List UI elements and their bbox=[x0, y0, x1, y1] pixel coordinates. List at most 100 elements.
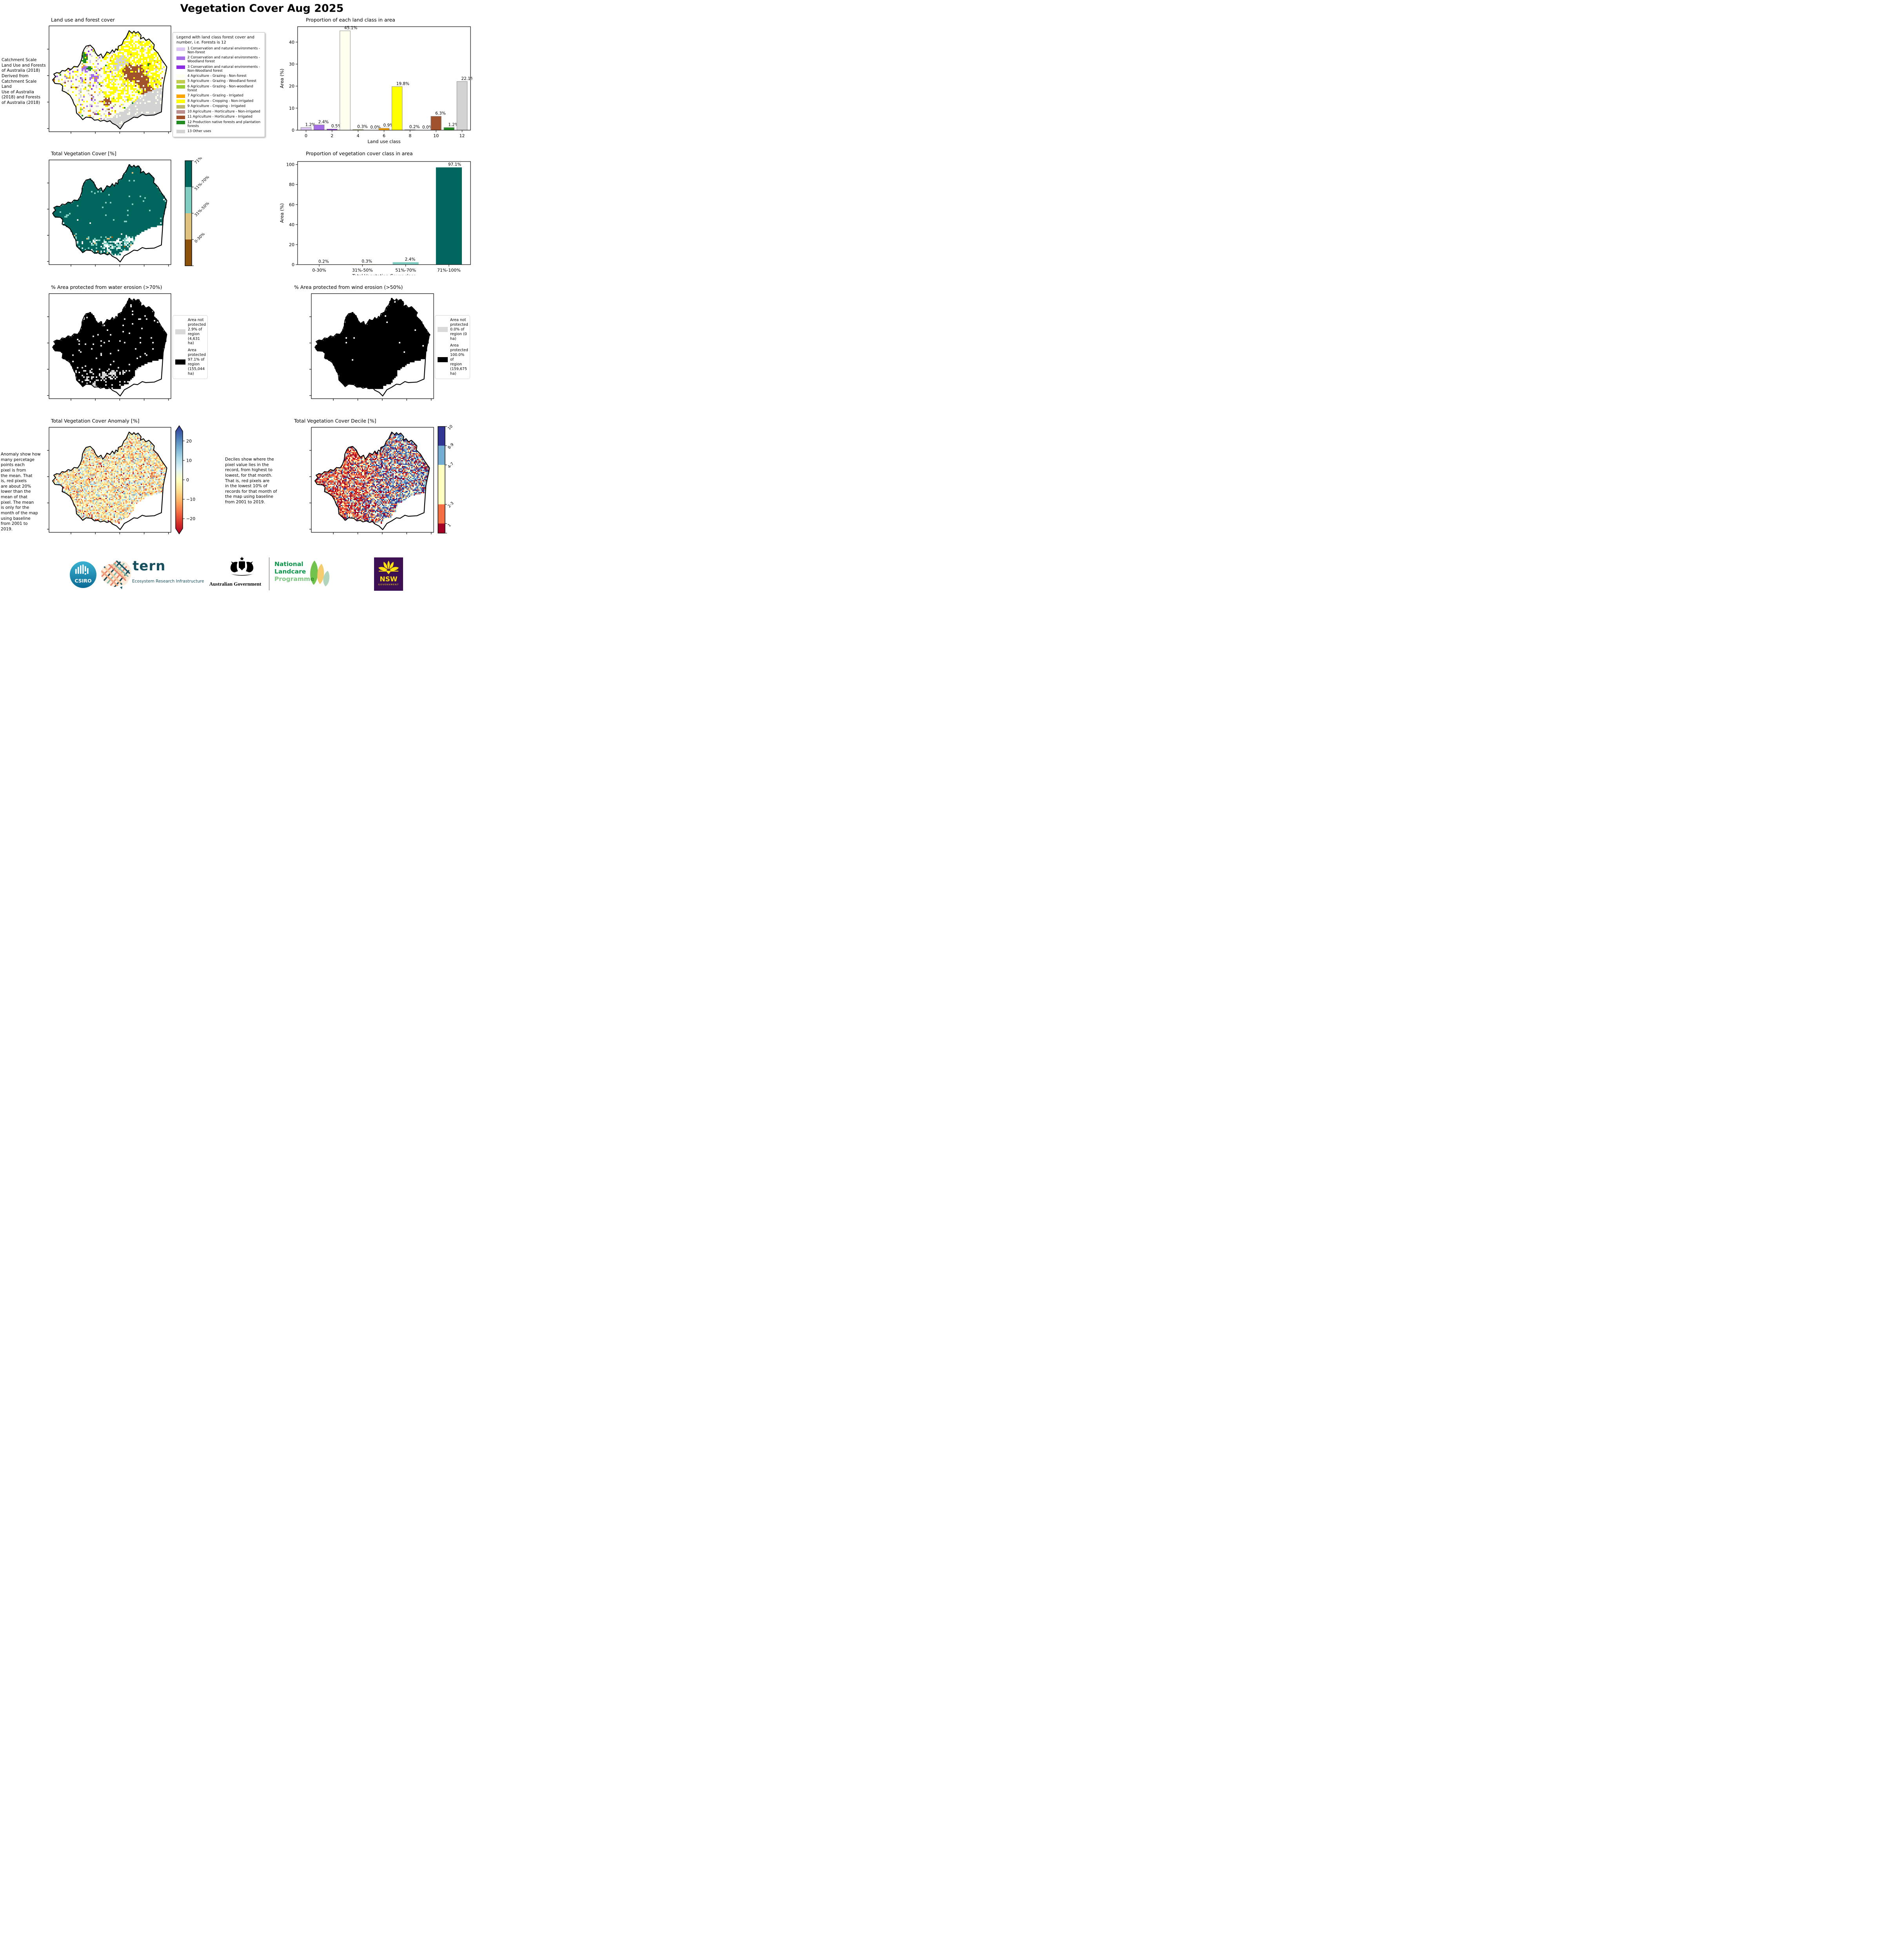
svg-text:20: 20 bbox=[289, 242, 294, 247]
svg-text:4-7: 4-7 bbox=[447, 462, 454, 469]
water-erosion-title: % Area protected from water erosion (>70… bbox=[51, 284, 162, 290]
tern-subtitle: Ecosystem Research Infrastructure bbox=[132, 579, 204, 584]
veg-cover-map bbox=[46, 159, 174, 269]
svg-text:1.2%: 1.2% bbox=[305, 122, 316, 127]
svg-text:0.3%: 0.3% bbox=[362, 259, 372, 264]
protected-swatch bbox=[438, 357, 448, 363]
landcare-wordmark: National Landcare Programme bbox=[274, 561, 314, 583]
svg-text:60: 60 bbox=[289, 202, 294, 207]
class-13-swatch bbox=[176, 130, 185, 134]
anomaly-map-title: Total Vegetation Cover Anomaly [%] bbox=[51, 418, 140, 424]
land-use-map bbox=[46, 25, 174, 136]
legend-item: 11 Agriculture - Horticulture - Irrigate… bbox=[176, 115, 261, 119]
legend-item: 4 Agriculture - Grazing - Non-forest bbox=[176, 74, 261, 78]
svg-text:0-30%: 0-30% bbox=[194, 232, 206, 244]
legend-item: 7 Agriculture - Grazing - Irrigated bbox=[176, 94, 261, 98]
svg-text:1.2%: 1.2% bbox=[448, 122, 459, 127]
svg-text:12: 12 bbox=[459, 133, 465, 138]
australian-government-crest-icon bbox=[230, 557, 254, 576]
not-protected-swatch bbox=[438, 327, 448, 332]
veg-cover-bar-chart: 0 20 40 60 80 100 0-30% 31%-50% 51%-70% 71%-100% 0… bbox=[279, 161, 471, 275]
svg-text:97.1%: 97.1% bbox=[448, 162, 461, 167]
svg-text:40: 40 bbox=[289, 222, 294, 227]
legend-item: 1 Conservation and natural environments … bbox=[176, 47, 261, 54]
csiro-logo: CSIRO bbox=[70, 561, 96, 588]
class-9-swatch bbox=[176, 105, 185, 109]
svg-text:80: 80 bbox=[289, 182, 294, 187]
decile-map bbox=[308, 426, 437, 536]
tasmania-shape bbox=[120, 586, 122, 589]
svg-text:71%-100%: 71%-100% bbox=[437, 268, 461, 273]
svg-text:0.3%: 0.3% bbox=[357, 124, 368, 129]
svg-text:19.8%: 19.8% bbox=[396, 82, 409, 86]
svg-text:0: 0 bbox=[305, 133, 307, 138]
svg-text:10: 10 bbox=[433, 133, 439, 138]
legend-item: 5 Agriculture - Grazing - Woodland fores… bbox=[176, 79, 261, 83]
water-erosion-legend: Area not protected 2.9% of region (4,631… bbox=[173, 315, 208, 379]
legend-item: 8 Agriculture - Cropping - Non-irrigated bbox=[176, 99, 261, 103]
svg-text:0.5%: 0.5% bbox=[331, 124, 342, 129]
svg-text:10: 10 bbox=[289, 106, 294, 111]
svg-text:31%-50%: 31%-50% bbox=[352, 268, 373, 273]
class-1-swatch bbox=[176, 47, 185, 51]
svg-text:30: 30 bbox=[289, 62, 294, 67]
nsw-government-label: GOVERNMENT bbox=[378, 584, 399, 586]
australian-government-wordmark: Australian Government bbox=[209, 581, 262, 587]
class-5-swatch bbox=[176, 80, 185, 83]
svg-text:1: 1 bbox=[447, 523, 452, 528]
wind-erosion-legend: Area not protected 0.0% of region (0 ha)… bbox=[435, 315, 470, 379]
svg-text:0.9%: 0.9% bbox=[383, 123, 394, 128]
svg-text:2-3: 2-3 bbox=[447, 501, 454, 508]
report-page: Vegetation Cover Aug 2025 Land use and f… bbox=[0, 0, 476, 592]
legend-item: 12 Production native forests and plantat… bbox=[176, 120, 261, 128]
svg-text:10: 10 bbox=[447, 424, 454, 431]
anomaly-colorbar: 20 10 0 −10 −20 bbox=[175, 425, 195, 535]
svg-text:22.1%: 22.1% bbox=[461, 76, 472, 81]
csiro-circle bbox=[70, 561, 96, 588]
svg-text:0.0%: 0.0% bbox=[370, 125, 381, 130]
svg-text:Area (%): Area (%) bbox=[279, 69, 285, 88]
legend-item: 2 Conservation and natural environments … bbox=[176, 56, 261, 64]
land-use-legend-title: Legend with land class forest cover and … bbox=[176, 35, 254, 45]
water-erosion-map bbox=[46, 293, 174, 403]
svg-text:8: 8 bbox=[409, 133, 411, 138]
veg-cover-map-title: Total Vegetation Cover [%] bbox=[51, 151, 116, 156]
svg-text:6.3%: 6.3% bbox=[435, 111, 446, 116]
class-3-swatch bbox=[176, 65, 185, 69]
wind-erosion-title: % Area protected from wind erosion (>50%… bbox=[294, 284, 403, 290]
svg-text:0-30%: 0-30% bbox=[312, 268, 326, 273]
class-11-swatch bbox=[176, 115, 185, 119]
class-8-swatch bbox=[176, 100, 185, 103]
nsw-government-logo: NSW GOVERNMENT bbox=[374, 557, 403, 591]
svg-text:0.2%: 0.2% bbox=[318, 259, 329, 264]
wind-erosion-map bbox=[308, 293, 437, 403]
not-protected-swatch bbox=[175, 329, 185, 335]
landcare-leaves-icon bbox=[310, 561, 330, 586]
svg-text:20: 20 bbox=[186, 439, 192, 444]
svg-text:8-9: 8-9 bbox=[447, 443, 454, 450]
protected-swatch bbox=[175, 359, 185, 365]
svg-text:Area (%): Area (%) bbox=[279, 203, 285, 223]
nsw-wordmark: NSW bbox=[380, 575, 398, 583]
legend-item: 10 Agriculture - Horticulture - Non-irri… bbox=[176, 110, 261, 114]
svg-text:31%-50%: 31%-50% bbox=[194, 201, 210, 218]
svg-text:51%-70%: 51%-70% bbox=[194, 175, 210, 191]
svg-text:51%-70%: 51%-70% bbox=[395, 268, 416, 273]
svg-text:40: 40 bbox=[289, 40, 294, 45]
svg-text:2: 2 bbox=[331, 133, 333, 138]
veg-cover-colorbar: 71%-100% 51%-70% 31%-50% 0-30% bbox=[185, 158, 212, 266]
svg-text:2.4%: 2.4% bbox=[405, 257, 416, 262]
class-2-swatch bbox=[176, 56, 185, 60]
decile-side-note: Deciles show where the pixel value lies … bbox=[225, 457, 277, 505]
land-use-map-title: Land use and forest cover bbox=[51, 17, 115, 23]
svg-text:20: 20 bbox=[289, 84, 294, 89]
svg-text:0.2%: 0.2% bbox=[409, 125, 420, 129]
svg-text:4: 4 bbox=[357, 133, 360, 138]
legend-item: 9 Agriculture - Cropping - Irrigated bbox=[176, 104, 261, 109]
svg-text:10: 10 bbox=[186, 458, 192, 463]
class-10-swatch bbox=[176, 110, 185, 114]
legend-item: 13 Other uses bbox=[176, 129, 261, 134]
svg-text:0: 0 bbox=[186, 477, 189, 483]
svg-text:71%-100%: 71%-100% bbox=[194, 158, 212, 165]
